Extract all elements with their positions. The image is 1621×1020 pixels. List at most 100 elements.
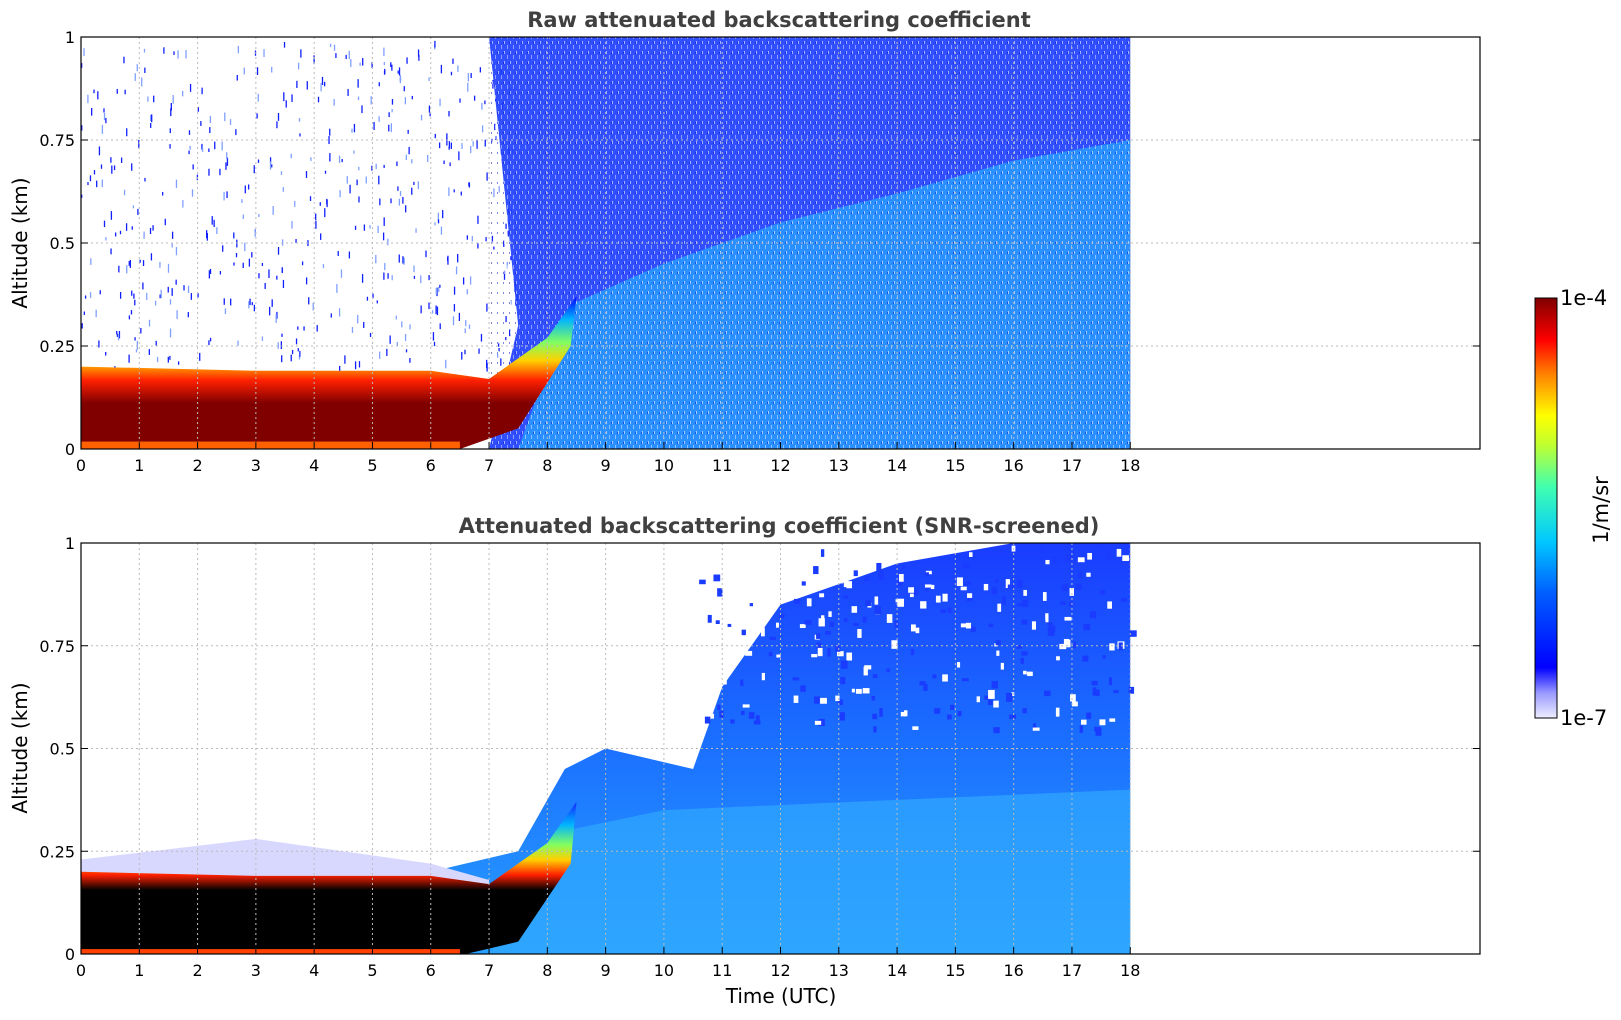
- edge-speck: [715, 620, 720, 625]
- edge-speck: [1017, 603, 1023, 607]
- noise-speck: [357, 314, 359, 324]
- noise-speck: [200, 121, 202, 126]
- noise-speck: [192, 164, 194, 170]
- noise-speck: [330, 313, 332, 318]
- noise-speck: [362, 58, 364, 66]
- edge-speck: [900, 711, 907, 717]
- x-tick-label: 7: [484, 456, 494, 475]
- edge-speck: [753, 547, 758, 554]
- noise-speck: [167, 263, 170, 273]
- edge-speck: [760, 627, 765, 637]
- noise-speck: [388, 112, 390, 118]
- noise-speck: [349, 184, 351, 194]
- noise-speck: [418, 54, 420, 61]
- noise-speck: [97, 91, 99, 100]
- edge-speck: [862, 616, 867, 623]
- y-tick-label: 0.25: [39, 842, 75, 861]
- noise-speck: [123, 189, 126, 196]
- noise-speck: [224, 308, 227, 315]
- noise-speck: [169, 355, 171, 360]
- x-tick-label: 14: [887, 961, 907, 980]
- noise-speck: [399, 191, 402, 196]
- noise-speck: [256, 67, 259, 76]
- edge-speck: [962, 678, 969, 682]
- noise-speck: [350, 59, 352, 68]
- edge-speck: [1070, 694, 1076, 702]
- edge-speck: [1122, 555, 1130, 561]
- noise-speck: [313, 55, 315, 65]
- noise-speck: [159, 294, 161, 299]
- noise-speck: [261, 336, 264, 341]
- x-tick-label: 14: [887, 456, 907, 475]
- noise-speck: [189, 83, 192, 92]
- noise-speck: [275, 314, 277, 323]
- edge-speck: [859, 544, 865, 551]
- noise-speck: [248, 258, 251, 267]
- edge-speck: [1020, 657, 1024, 664]
- noise-speck: [189, 145, 191, 150]
- noise-speck: [397, 186, 399, 191]
- edge-speck: [1021, 651, 1028, 656]
- noise-speck: [177, 361, 180, 365]
- edge-speck: [768, 651, 773, 657]
- noise-speck: [391, 64, 393, 71]
- edge-speck: [987, 699, 993, 706]
- edge-speck: [717, 588, 723, 597]
- edge-speck: [1056, 656, 1060, 661]
- noise-speck: [294, 200, 296, 207]
- noise-speck: [144, 177, 146, 182]
- noise-speck: [458, 312, 461, 321]
- noise-speck: [248, 301, 250, 309]
- edge-speck: [956, 577, 963, 587]
- edge-speck: [1092, 687, 1097, 696]
- noise-speck: [417, 181, 419, 190]
- noise-speck: [346, 176, 348, 184]
- edge-speck: [741, 629, 746, 636]
- noise-speck: [299, 133, 301, 137]
- noise-speck: [285, 100, 287, 108]
- noise-speck: [387, 238, 389, 246]
- edge-speck: [947, 714, 952, 720]
- edge-speck: [1059, 643, 1067, 650]
- noise-speck: [253, 304, 256, 312]
- noise-speck: [171, 243, 173, 248]
- x-tick-label: 4: [309, 961, 319, 980]
- noise-speck: [383, 272, 385, 280]
- edge-speck: [1077, 572, 1083, 578]
- y-tick-label: 0.25: [39, 337, 75, 356]
- noise-speck: [205, 230, 208, 239]
- noise-speck: [373, 121, 375, 131]
- colorbar-unit-label: 1/m/sr: [1589, 476, 1613, 544]
- ylabel-screened: Altitude (km): [8, 682, 32, 813]
- noise-speck: [378, 116, 380, 122]
- edge-speck: [871, 695, 876, 701]
- x-tick-label: 8: [542, 961, 552, 980]
- noise-speck: [324, 170, 327, 174]
- noise-speck: [83, 311, 85, 315]
- y-tick-label: 0.5: [50, 740, 75, 759]
- noise-speck: [119, 230, 122, 235]
- noise-speck: [256, 113, 258, 119]
- noise-speck: [163, 47, 165, 54]
- noise-speck: [384, 68, 386, 74]
- edge-speck: [722, 678, 727, 685]
- noise-speck: [190, 293, 192, 300]
- noise-speck: [320, 233, 322, 240]
- noise-speck: [281, 333, 283, 337]
- edge-speck: [793, 695, 799, 703]
- edge-speck: [855, 688, 862, 694]
- edge-speck: [976, 696, 980, 703]
- edge-speck: [1075, 583, 1082, 590]
- noise-speck: [271, 299, 273, 307]
- noise-speck: [431, 310, 434, 314]
- noise-speck: [175, 247, 178, 256]
- x-tick-label: 6: [426, 961, 436, 980]
- noise-speck: [396, 341, 398, 347]
- noise-speck: [448, 111, 450, 117]
- noise-speck: [133, 293, 135, 299]
- noise-speck: [225, 162, 227, 170]
- edge-speck: [694, 674, 699, 679]
- noise-speck: [338, 155, 341, 163]
- noise-speck: [185, 49, 187, 59]
- noise-speck: [377, 225, 379, 233]
